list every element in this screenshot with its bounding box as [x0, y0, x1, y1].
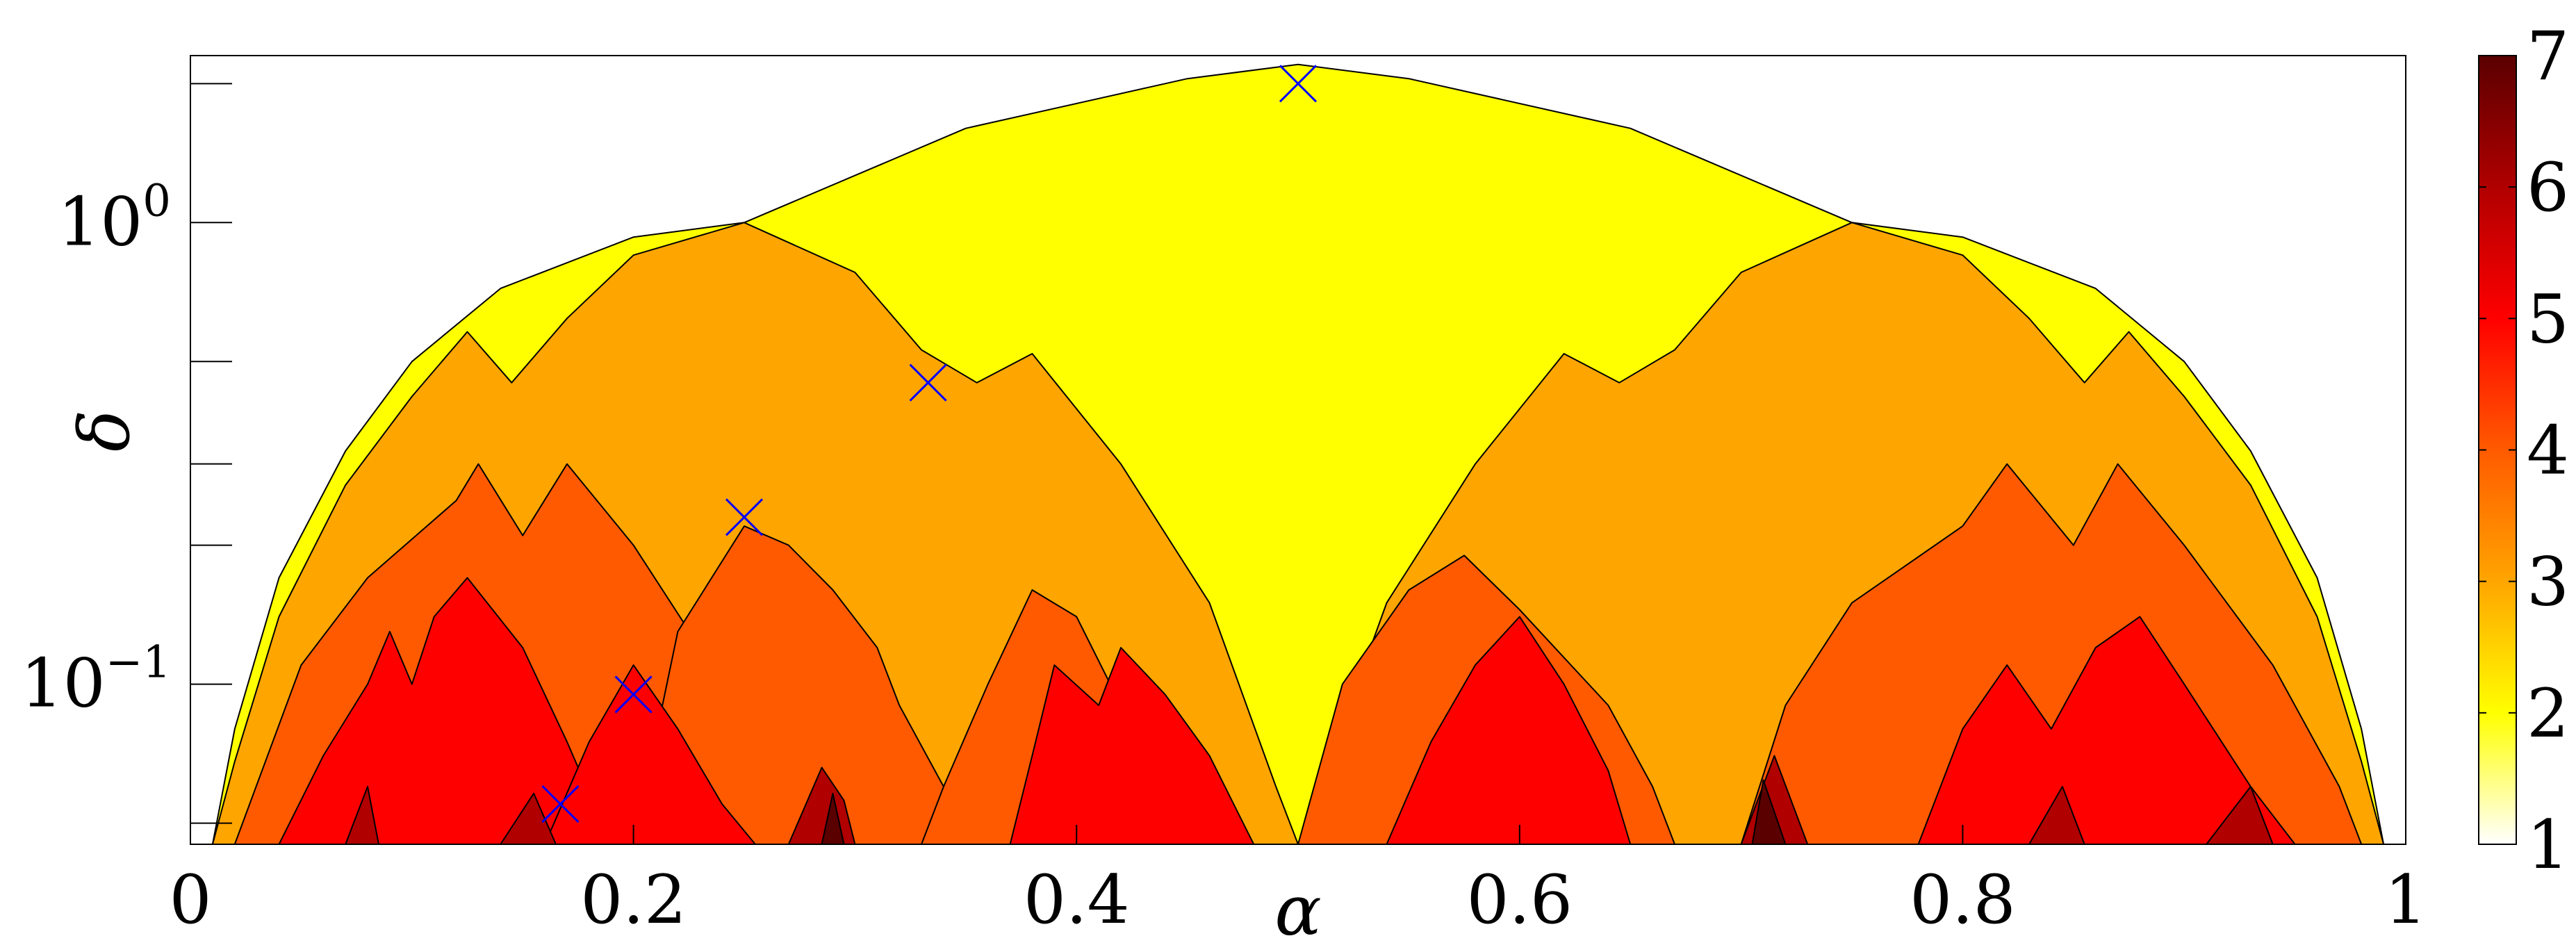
level-5-region-12 — [1917, 616, 2296, 845]
plot-frame — [190, 55, 2406, 845]
x-tick-label: 0.2 — [580, 861, 687, 936]
x-tick-label: 0.4 — [1024, 861, 1130, 936]
x-tick-label: 0 — [169, 861, 211, 936]
x-tick-label: 0.8 — [1910, 861, 2016, 936]
colorbar-tick-label: 3 — [2527, 543, 2569, 621]
x-marker-4 — [541, 785, 580, 823]
level-5-region-10 — [1009, 647, 1255, 845]
x-axis-label: α — [1274, 870, 1322, 936]
colorbar-tick-label: 4 — [2527, 412, 2569, 490]
x-tick-label: 0.6 — [1466, 861, 1573, 936]
axis-ticks: 0 0.2 0.4 0.6 0.8 1 10−1 100 — [21, 83, 2427, 936]
colorbar-tick-label: 5 — [2527, 280, 2569, 358]
y-tick-label: 100 — [58, 175, 171, 261]
x-marker-0 — [1279, 65, 1318, 103]
x-tick-label: 1 — [2384, 861, 2427, 936]
marker-points — [541, 65, 1318, 823]
x-marker-3 — [614, 675, 653, 714]
colorbar-tick-label: 1 — [2527, 806, 2569, 884]
colorbar-tick-label: 2 — [2527, 675, 2569, 753]
x-marker-1 — [909, 363, 947, 402]
x-marker-2 — [725, 498, 764, 536]
level-5-region-11 — [1386, 616, 1632, 845]
colorbar-ticks: 1 2 3 4 5 6 7 — [2479, 17, 2569, 884]
colorbar: 1 2 3 4 5 6 7 — [2478, 17, 2569, 884]
y-tick-label: 10−1 — [21, 637, 172, 723]
colorbar-tick-label: 7 — [2527, 17, 2569, 95]
level-regions — [190, 63, 2406, 845]
colorbar-tick-label: 6 — [2527, 149, 2569, 227]
y-axis-label: δ — [64, 410, 145, 452]
